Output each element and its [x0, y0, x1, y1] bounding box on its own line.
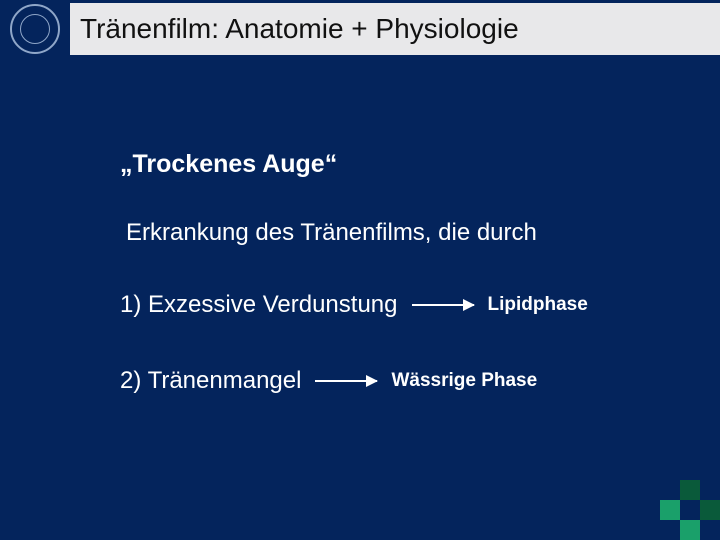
deco-square [660, 500, 680, 520]
slide-title: Tränenfilm: Anatomie + Physiologie [80, 13, 519, 45]
item-2-label: 2) Tränenmangel [120, 367, 301, 395]
list-item: 1) Exzessive Verdunstung Lipidphase [120, 291, 680, 319]
deco-square [680, 480, 700, 500]
item-1-phase: Lipidphase [488, 294, 588, 316]
title-bar: Tränenfilm: Anatomie + Physiologie [70, 3, 720, 55]
arrow-right-icon [315, 380, 377, 382]
university-seal-icon [10, 4, 60, 54]
seal-inner-ring [20, 14, 50, 44]
arrow-right-icon [412, 304, 474, 306]
list-item: 2) Tränenmangel Wässrige Phase [120, 367, 680, 395]
slide-content: „Trockenes Auge“ Erkrankung des Tränenfi… [120, 150, 680, 443]
slide-header: Tränenfilm: Anatomie + Physiologie [0, 0, 720, 58]
seal-wrap [0, 0, 70, 58]
subheading: „Trockenes Auge“ [120, 150, 680, 179]
item-2-phase: Wässrige Phase [391, 370, 537, 392]
description: Erkrankung des Tränenfilms, die durch [126, 219, 680, 247]
deco-square [700, 500, 720, 520]
item-1-label: 1) Exzessive Verdunstung [120, 291, 398, 319]
corner-decoration [640, 480, 720, 540]
deco-square [680, 520, 700, 540]
